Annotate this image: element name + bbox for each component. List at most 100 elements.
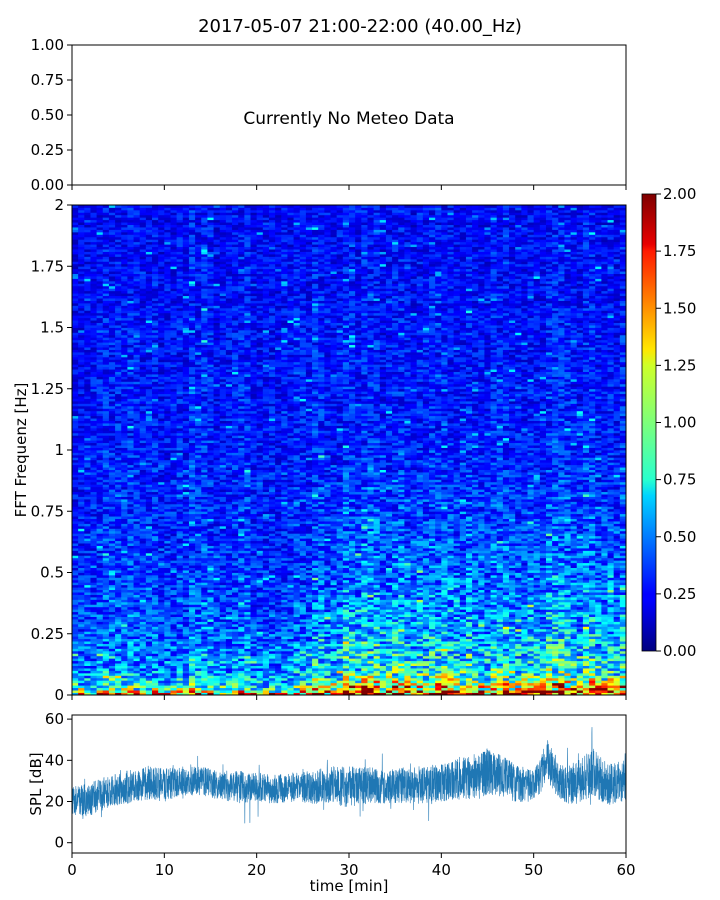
heatmap-cell <box>72 418 79 421</box>
heatmap-cell <box>145 288 153 292</box>
heatmap-cell <box>195 599 202 603</box>
heatmap-cell <box>115 410 122 414</box>
heatmap-cell <box>201 577 208 581</box>
heatmap-cell <box>207 484 214 488</box>
heatmap-cell <box>72 231 79 235</box>
heatmap-cell <box>78 464 85 468</box>
heatmap-cell <box>201 530 208 534</box>
heatmap-cell <box>127 643 134 647</box>
heatmap-cell <box>164 476 171 480</box>
heatmap-cell <box>127 486 134 490</box>
heatmap-cell <box>78 548 85 551</box>
heatmap-cell <box>108 229 116 233</box>
heatmap-cell <box>108 278 116 282</box>
heatmap-cell <box>176 668 184 671</box>
heatmap-cell <box>201 445 208 448</box>
heatmap-cell <box>188 376 196 380</box>
heatmap-cell <box>170 231 178 235</box>
heatmap-cell <box>90 623 98 627</box>
heatmap-cell <box>78 224 85 228</box>
heatmap-cell <box>127 337 134 341</box>
heatmap-cell <box>195 435 202 439</box>
heatmap-cell <box>90 241 98 245</box>
heatmap-cell <box>84 462 91 466</box>
heatmap-cell <box>78 633 85 637</box>
heatmap-cell <box>139 349 147 353</box>
heatmap-cell <box>108 594 116 598</box>
heatmap-cell <box>102 587 110 591</box>
heatmap-cell <box>195 251 202 255</box>
heatmap-cell <box>78 513 85 517</box>
heatmap-cell <box>121 533 128 537</box>
heatmap-cell <box>96 611 104 615</box>
heatmap-cell <box>127 278 134 282</box>
heatmap-cell <box>145 410 153 414</box>
heatmap-cell <box>145 423 153 426</box>
heatmap-cell <box>121 653 128 657</box>
heatmap-cell <box>84 317 91 321</box>
heatmap-cell <box>90 396 98 399</box>
heatmap-cell <box>139 430 147 434</box>
heatmap-cell <box>201 496 208 500</box>
heatmap-cell <box>96 668 104 671</box>
heatmap-cell <box>96 391 104 395</box>
heatmap-cell <box>170 518 178 522</box>
heatmap-cell <box>72 623 79 627</box>
heatmap-cell <box>182 339 190 343</box>
heatmap-cell <box>139 317 147 321</box>
heatmap-cell <box>90 398 98 402</box>
heatmap-cell <box>108 462 116 466</box>
heatmap-cell <box>176 687 184 691</box>
heatmap-cell <box>90 479 98 483</box>
heatmap-cell <box>90 658 98 662</box>
heatmap-cell <box>145 337 153 341</box>
heatmap-cell <box>195 300 202 304</box>
heatmap-cell <box>108 285 116 289</box>
heatmap-cell <box>90 423 98 426</box>
heatmap-cell <box>90 320 98 323</box>
heatmap-cell <box>213 675 221 679</box>
heatmap-cell <box>158 646 165 649</box>
heatmap-cell <box>72 604 79 608</box>
heatmap-cell <box>133 263 141 267</box>
heatmap-cell <box>127 359 134 363</box>
heatmap-cell <box>72 474 79 478</box>
heatmap-cell <box>121 420 128 424</box>
heatmap-cell <box>78 290 85 294</box>
heatmap-cell <box>121 680 128 684</box>
heatmap-cell <box>96 604 104 608</box>
heatmap-cell <box>176 486 184 490</box>
heatmap-cell <box>176 550 184 554</box>
heatmap-cell <box>158 555 165 559</box>
heatmap-cell <box>170 533 178 537</box>
heatmap-cell <box>72 337 79 341</box>
heatmap-cell <box>182 548 190 551</box>
heatmap-cell <box>145 283 153 287</box>
heatmap-cell <box>115 332 122 336</box>
heatmap-cell <box>188 528 196 532</box>
heatmap-cell <box>152 376 159 380</box>
heatmap-cell <box>145 687 153 691</box>
heatmap-cell <box>152 472 159 475</box>
heatmap-cell <box>201 572 208 576</box>
heatmap-cell <box>139 503 147 507</box>
heatmap-cell <box>213 597 221 600</box>
heatmap-cell <box>96 577 104 581</box>
heatmap-cell <box>164 452 171 456</box>
heatmap-cell <box>158 214 165 218</box>
heatmap-cell <box>188 231 196 235</box>
heatmap-cell <box>152 271 159 274</box>
heatmap-cell <box>213 418 221 421</box>
heatmap-cell <box>207 325 214 328</box>
heatmap-cell <box>108 523 116 527</box>
heatmap-cell <box>176 342 184 346</box>
heatmap-cell <box>121 660 128 664</box>
heatmap-cell <box>188 371 196 375</box>
heatmap-cell <box>145 692 153 696</box>
heatmap-cell <box>176 359 184 363</box>
heatmap-cell <box>152 249 159 252</box>
heatmap-cell <box>164 467 171 470</box>
heatmap-cell <box>170 655 178 659</box>
heatmap-cell <box>139 450 147 453</box>
heatmap-cell <box>133 205 141 208</box>
